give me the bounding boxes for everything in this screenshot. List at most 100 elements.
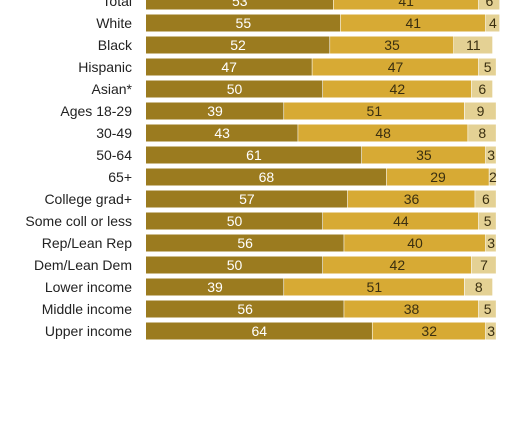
row-label-hispanic: Hispanic bbox=[78, 59, 132, 75]
row-label-rep-lean-rep: Rep/Lean Rep bbox=[42, 235, 133, 251]
row-label-some-coll-or-less: Some coll or less bbox=[25, 213, 132, 229]
value-label-3-ages-18-29: 9 bbox=[477, 103, 485, 119]
value-label-3-middle-income: 5 bbox=[484, 301, 492, 317]
value-label-2-white: 41 bbox=[405, 15, 421, 31]
value-label-1-hispanic: 47 bbox=[221, 59, 237, 75]
bar-segment-1-hispanic bbox=[146, 58, 312, 76]
value-label-3-65: 2 bbox=[489, 169, 497, 185]
bar-segment-1-middle-income bbox=[146, 300, 344, 318]
value-label-3-some-coll-or-less: 5 bbox=[484, 213, 492, 229]
row-label-asian: Asian* bbox=[92, 81, 133, 97]
bar-segment-1-65 bbox=[146, 168, 387, 186]
bar-segment-1-lower-income bbox=[146, 278, 284, 296]
value-label-2-upper-income: 32 bbox=[421, 323, 437, 339]
value-label-3-total: 6 bbox=[485, 0, 493, 9]
value-label-2-ages-18-29: 51 bbox=[367, 103, 383, 119]
bar-segment-3-rep-lean-rep bbox=[485, 234, 496, 252]
bar-segment-2-ages-18-29 bbox=[284, 102, 464, 120]
row-label-middle-income: Middle income bbox=[42, 301, 132, 317]
value-label-1-white: 55 bbox=[236, 15, 252, 31]
bar-segment-1-black bbox=[146, 36, 330, 54]
bar-segment-2-30-49 bbox=[298, 124, 468, 142]
value-label-2-college-grad: 36 bbox=[404, 191, 420, 207]
value-label-1-asian: 50 bbox=[227, 81, 243, 97]
value-label-1-college-grad: 57 bbox=[239, 191, 255, 207]
bar-segment-3-middle-income bbox=[478, 300, 496, 318]
bar-segment-3-lower-income bbox=[464, 278, 493, 296]
bar-segment-2-some-coll-or-less bbox=[323, 212, 479, 230]
bar-segment-2-dem-lean-dem bbox=[323, 256, 472, 274]
value-label-3-30-49: 8 bbox=[478, 125, 486, 141]
value-label-1-ages-18-29: 39 bbox=[207, 103, 223, 119]
bar-segment-3-asian bbox=[471, 80, 493, 98]
value-label-3-asian: 6 bbox=[478, 81, 486, 97]
bar-segment-3-50-64 bbox=[485, 146, 496, 164]
value-label-2-middle-income: 38 bbox=[404, 301, 420, 317]
bar-segment-1-30-49 bbox=[146, 124, 298, 142]
bar-segment-3-white bbox=[485, 14, 500, 32]
bar-row-50-64: 50-64 61 35 3 bbox=[96, 146, 496, 164]
bar-row-black: Black 52 35 11 bbox=[98, 36, 493, 54]
bar-segment-2-upper-income bbox=[372, 322, 486, 340]
value-label-1-dem-lean-dem: 50 bbox=[227, 257, 243, 273]
value-label-3-college-grad: 6 bbox=[482, 191, 490, 207]
bar-segment-3-college-grad bbox=[475, 190, 496, 208]
row-label-college-grad: College grad+ bbox=[44, 191, 132, 207]
value-label-1-total: 53 bbox=[232, 0, 248, 9]
value-label-1-some-coll-or-less: 50 bbox=[227, 213, 243, 229]
bar-segment-1-asian bbox=[146, 80, 323, 98]
bar-row-asian: Asian* 50 42 6 bbox=[92, 80, 493, 98]
bar-row-upper-income: Upper income 64 32 3 bbox=[45, 322, 496, 340]
bar-segment-3-hispanic bbox=[478, 58, 496, 76]
bar-segment-1-dem-lean-dem bbox=[146, 256, 323, 274]
value-label-2-total: 41 bbox=[398, 0, 414, 9]
value-label-2-hispanic: 47 bbox=[388, 59, 404, 75]
row-label-65: 65+ bbox=[108, 169, 132, 185]
bar-segment-1-ages-18-29 bbox=[146, 102, 284, 120]
row-label-white: White bbox=[96, 15, 132, 31]
bar-row-rep-lean-rep: Rep/Lean Rep 56 40 3 bbox=[42, 234, 496, 252]
row-label-lower-income: Lower income bbox=[45, 279, 132, 295]
value-label-1-upper-income: 64 bbox=[251, 323, 267, 339]
row-label-total: Total bbox=[102, 0, 132, 9]
bar-segment-2-total bbox=[333, 0, 479, 10]
bar-segment-2-50-64 bbox=[361, 146, 486, 164]
bar-row-dem-lean-dem: Dem/Lean Dem 50 42 7 bbox=[34, 256, 496, 274]
bar-row-ages-18-29: Ages 18-29 39 51 9 bbox=[60, 102, 496, 120]
bar-segment-2-hispanic bbox=[312, 58, 479, 76]
bar-segment-3-black bbox=[453, 36, 493, 54]
value-label-3-rep-lean-rep: 3 bbox=[487, 235, 495, 251]
row-label-30-49: 30-49 bbox=[96, 125, 132, 141]
value-label-1-middle-income: 56 bbox=[237, 301, 253, 317]
bar-segment-3-30-49 bbox=[468, 124, 496, 142]
bar-segment-1-total bbox=[146, 0, 334, 10]
value-label-1-30-49: 43 bbox=[214, 125, 230, 141]
value-label-1-black: 52 bbox=[230, 37, 246, 53]
value-label-3-dem-lean-dem: 7 bbox=[480, 257, 488, 273]
value-label-1-rep-lean-rep: 56 bbox=[237, 235, 253, 251]
value-label-3-white: 4 bbox=[489, 15, 497, 31]
bar-row-college-grad: College grad+ 57 36 6 bbox=[44, 190, 496, 208]
bar-segment-1-50-64 bbox=[146, 146, 362, 164]
bar-segment-2-college-grad bbox=[347, 190, 475, 208]
value-label-2-dem-lean-dem: 42 bbox=[390, 257, 406, 273]
bar-segment-1-some-coll-or-less bbox=[146, 212, 323, 230]
value-label-3-black: 11 bbox=[466, 37, 481, 53]
bar-segment-3-ages-18-29 bbox=[464, 102, 496, 120]
value-label-3-hispanic: 5 bbox=[484, 59, 492, 75]
bar-row-65: 65+ 68 29 2 bbox=[108, 168, 497, 186]
bar-row-30-49: 30-49 43 48 8 bbox=[96, 124, 496, 142]
bar-segment-2-rep-lean-rep bbox=[344, 234, 486, 252]
bar-segment-2-middle-income bbox=[344, 300, 479, 318]
bar-segment-2-white bbox=[340, 14, 486, 32]
bar-segment-1-white bbox=[146, 14, 341, 32]
bar-row-white: White 55 41 4 bbox=[96, 14, 500, 32]
bar-row-total: Total 53 41 6 bbox=[102, 0, 500, 10]
value-label-1-lower-income: 39 bbox=[207, 279, 223, 295]
row-label-50-64: 50-64 bbox=[96, 147, 132, 163]
bar-segment-3-dem-lean-dem bbox=[471, 256, 496, 274]
value-label-2-rep-lean-rep: 40 bbox=[407, 235, 423, 251]
value-label-2-lower-income: 51 bbox=[367, 279, 383, 295]
bar-row-lower-income: Lower income 39 51 8 bbox=[45, 278, 493, 296]
